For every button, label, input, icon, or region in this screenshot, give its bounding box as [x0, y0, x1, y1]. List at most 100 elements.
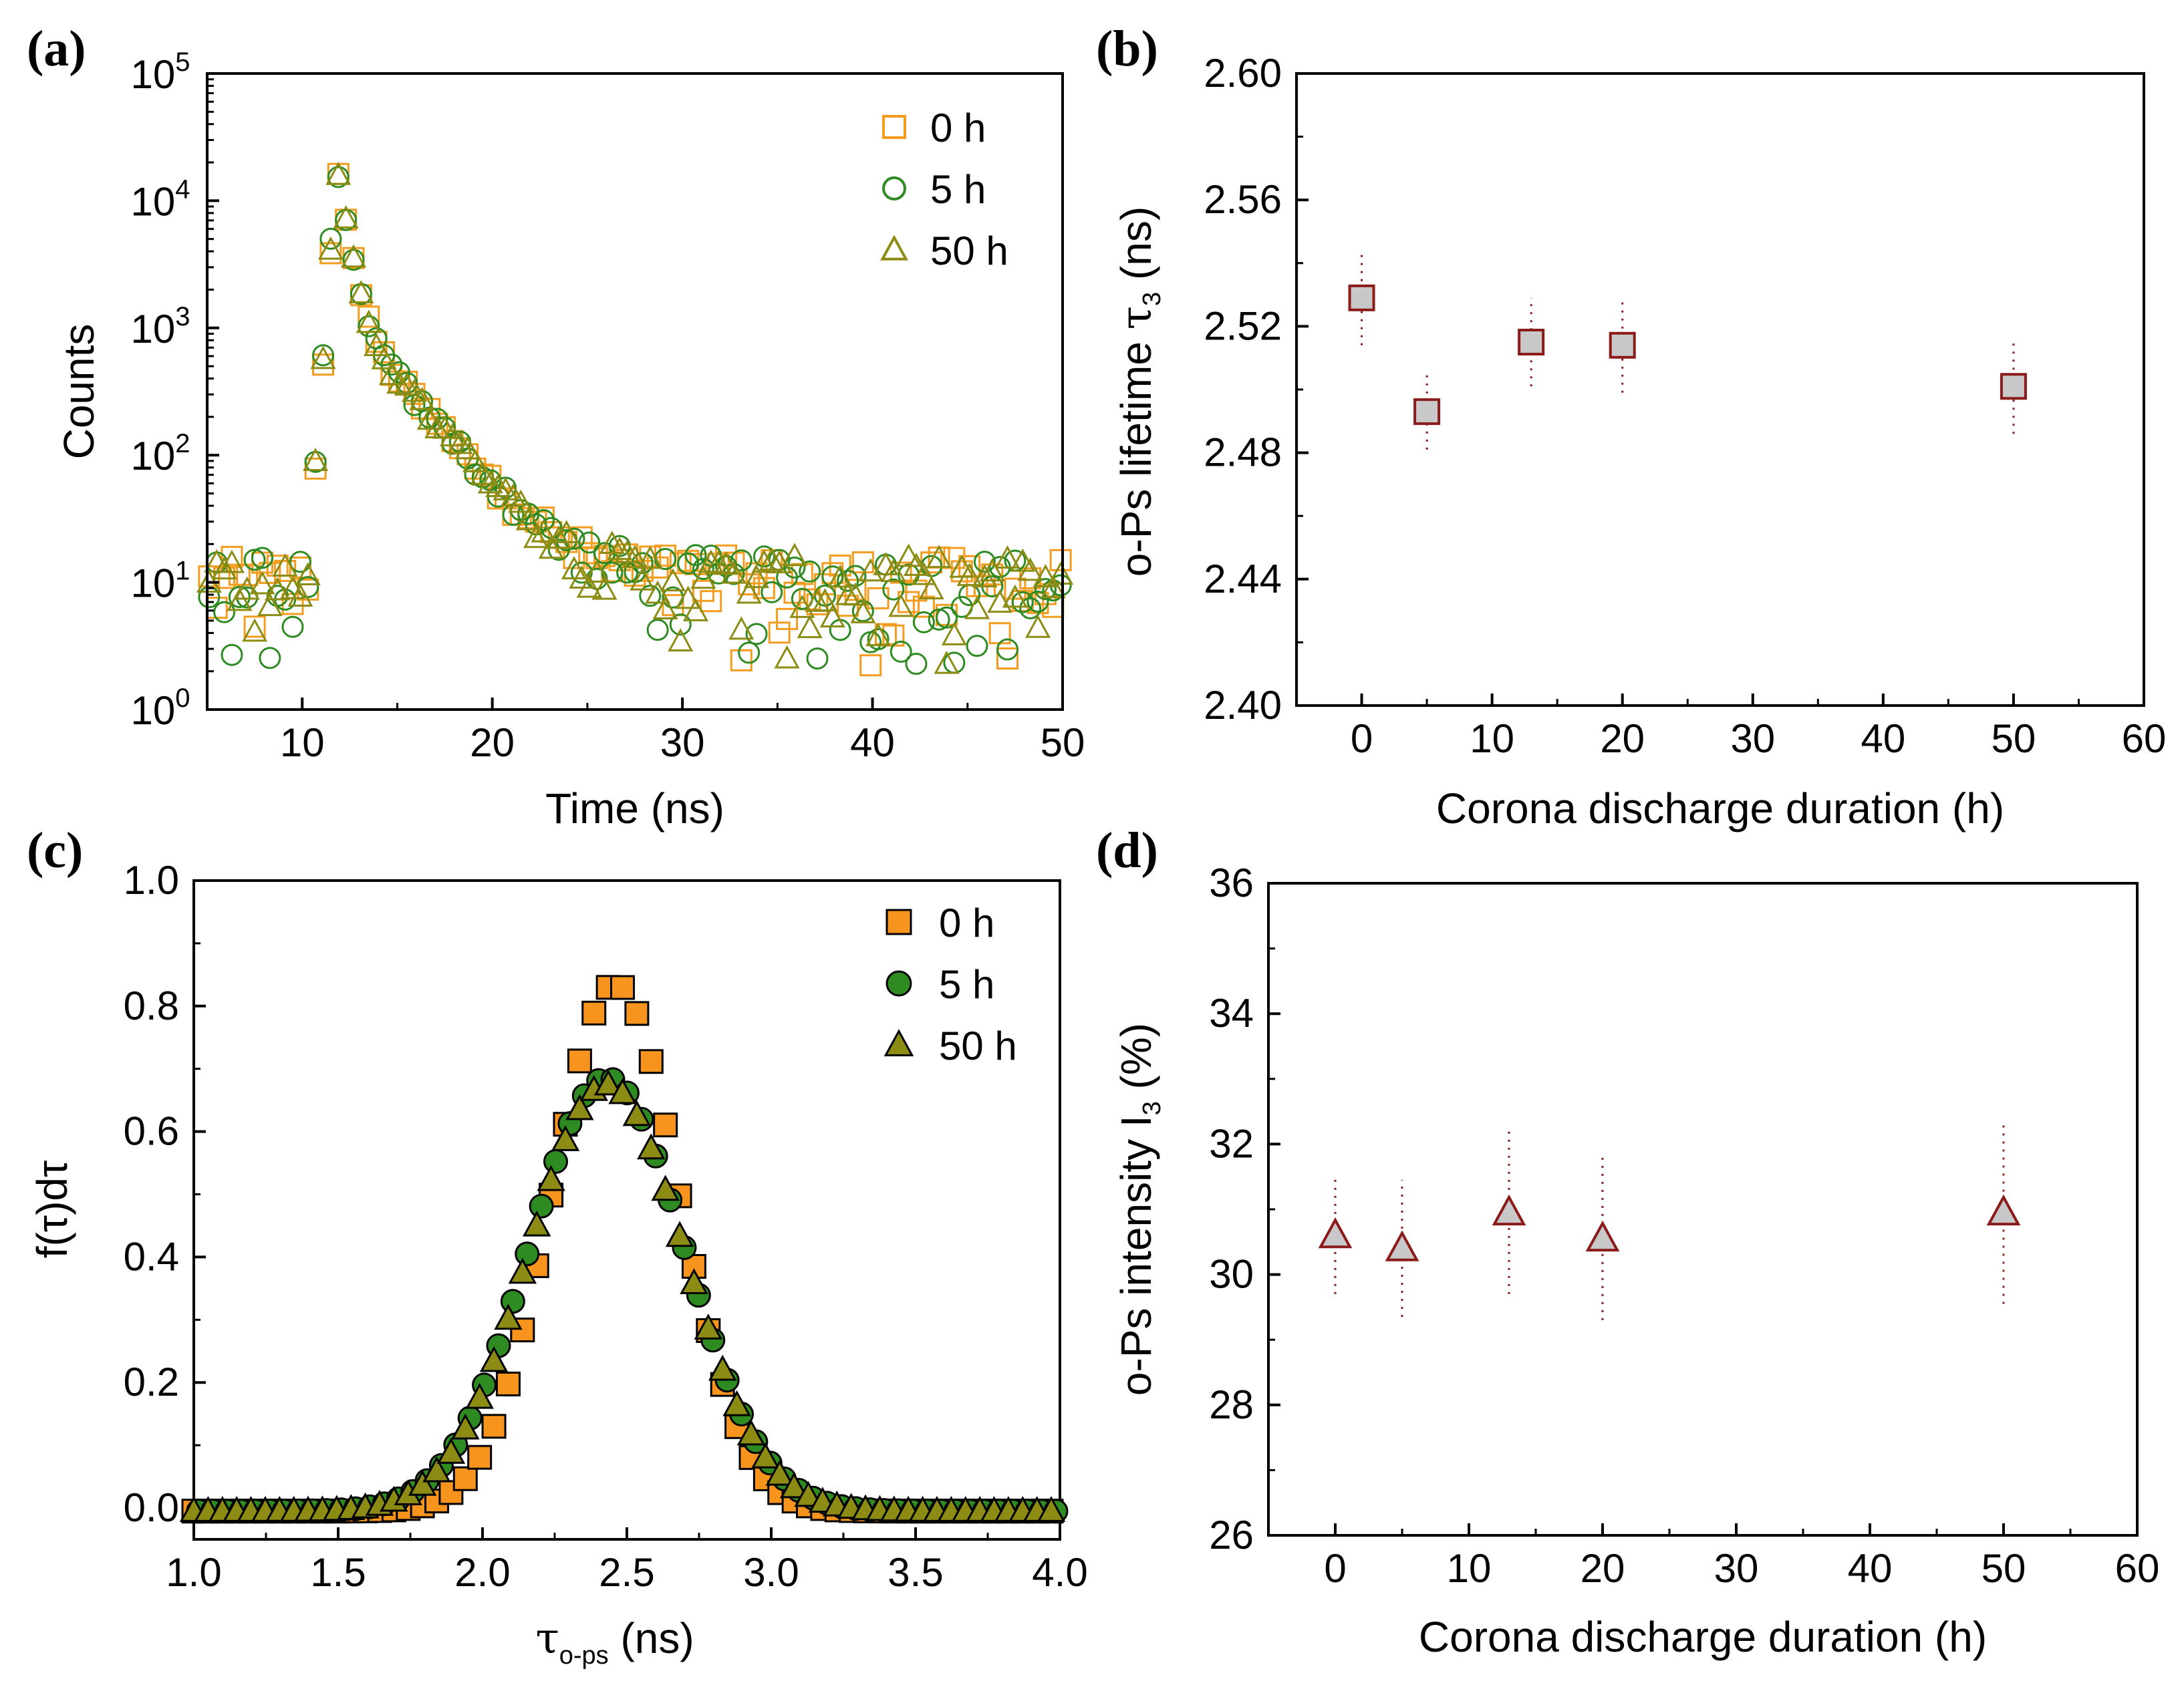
panel-c-series-1: [186, 1067, 1069, 1524]
panel-a-data-point: [570, 526, 593, 549]
panel-a-data-point: [416, 406, 442, 430]
panel-d-y-axis-title: o-Ps intensity I3 (%): [1112, 1023, 1166, 1396]
panel-b-y-tick-label: 2.44: [1204, 557, 1282, 601]
panel-d-x-tick-label: 50: [1982, 1546, 2026, 1591]
panel-c-y-tick-label: 1.0: [124, 858, 179, 903]
panel-a-data-point: [738, 573, 761, 596]
panel-c-legend-label: 0 h: [939, 901, 994, 945]
panel-a-y-tick-label: 105: [131, 47, 190, 97]
panel-d-data-point: [1585, 1220, 1620, 1252]
panel-a-data-point: [720, 560, 746, 584]
panel-c-data-point: [779, 1472, 809, 1499]
panel-b-axes: 0 10 20 30 40 50 60 2.40 2.44 2.48 2.52 2.56 2.60: [1204, 51, 2166, 761]
panel-a-data-point: [371, 345, 397, 369]
panel-a-data-point: [867, 628, 890, 651]
panel-a-data-point: [265, 577, 291, 601]
panel-b-x-tick-label: 10: [1470, 716, 1514, 761]
panel-a-data-point: [979, 558, 1005, 582]
panel-a-data-point: [639, 585, 662, 607]
panel-c-axes: 1.0 1.5 2.0 2.5 3.0 3.5 4.0 0.0 0.2 0.4 0.6 0.8 1.0: [124, 858, 1088, 1595]
panel-a-data-point: [454, 436, 481, 460]
panel-a-data-point: [829, 619, 851, 641]
panel-a-data-point: [1002, 584, 1028, 608]
panel-a-data-point: [243, 549, 266, 571]
panel-a-x-axis-title: Time (ns): [545, 784, 724, 832]
panel-d-data-marks: [1318, 1121, 2021, 1320]
panel-c-data-point: [479, 1346, 509, 1372]
panel-a-data-point: [935, 606, 958, 629]
panel-d-data-point: [1492, 1194, 1526, 1226]
panel-b-y-axis-title: o-Ps lifetime τ3 (ns): [1112, 206, 1166, 577]
panel-a-data-point: [546, 525, 572, 549]
panel-a-legend-label: 0 h: [930, 106, 986, 150]
panel-a-data-point: [319, 242, 342, 265]
panel-c-series-2: [179, 1069, 1066, 1522]
panel-a-y-tick-label: 100: [131, 683, 190, 733]
panel-c-x-tick-label: 1.5: [310, 1550, 366, 1595]
panel-a-data-point: [1017, 557, 1043, 581]
panel-a-data-point: [378, 361, 404, 386]
panel-a-data-point: [753, 545, 775, 568]
panel-a-data-point: [730, 549, 753, 572]
panel-a-legend: 0 h 5 h 50 h: [880, 106, 1008, 273]
panel-a-data-point: [865, 623, 892, 647]
panel-a-y-axis-title: Counts: [55, 324, 103, 460]
panel-c-data-point: [608, 1078, 637, 1104]
panel-a-data-point: [358, 305, 380, 328]
panel-a-data-point: [783, 556, 806, 579]
panel-c-data-point: [708, 1354, 737, 1381]
panel-a-data-point: [768, 621, 791, 644]
panel-a-legend-label: 50 h: [930, 228, 1008, 273]
panel-c-y-axis-title: f(τ)dτ: [28, 1161, 76, 1259]
panel-c-y-tick-label: 0.4: [124, 1234, 179, 1279]
panel-a-data-point: [880, 559, 906, 583]
panel-a-data-point: [994, 545, 1020, 569]
panel-c-y-tick-label: 0.6: [124, 1109, 179, 1154]
panel-a-data-point: [213, 601, 236, 623]
panel-a-data-point: [272, 553, 298, 577]
panel-a-data-point: [259, 647, 281, 669]
panel-a: (a) 10 20 30 40 50 100 101 102 103 104 105 0 h 5 h 5…: [27, 21, 1085, 832]
panel-c-data-point: [622, 1100, 652, 1126]
panel-a-data-point: [706, 549, 732, 573]
panel-a-y-tick-label: 103: [131, 302, 190, 351]
panel-a-data-point: [303, 448, 329, 471]
panel-c-data-point: [736, 1419, 766, 1446]
panel-a-data-point: [342, 249, 365, 271]
panel-b-y-tick-label: 2.40: [1204, 683, 1282, 728]
panel-c-data-point: [508, 1257, 537, 1284]
panel-a-data-point: [806, 647, 829, 670]
panel-a-data-point: [645, 580, 671, 604]
panel-a-data-point: [242, 618, 268, 642]
panel-d-data-point: [1385, 1230, 1419, 1261]
panel-b-x-axis-title: Corona discharge duration (h): [1436, 784, 2004, 832]
panel-a-data-point: [882, 578, 905, 601]
panel-b-y-tick-label: 2.52: [1204, 303, 1282, 348]
panel-a-data-point: [700, 590, 722, 613]
panel-b-data-point: [1413, 398, 1441, 426]
panel-a-data-point: [348, 280, 374, 304]
panel-a-data-point: [837, 595, 859, 617]
panel-a-data-point: [508, 489, 534, 513]
panel-a-data-point: [652, 596, 678, 619]
panel-c-data-point: [515, 1241, 540, 1267]
panel-a-letter: (a): [27, 21, 86, 77]
panel-a-data-point: [630, 567, 656, 591]
panel-c-data-point: [565, 1094, 594, 1120]
panel-a-data-point: [934, 650, 960, 674]
panel-a-data-point: [327, 166, 350, 188]
panel-c-data-point: [467, 1444, 493, 1470]
panel-a-data-point: [912, 611, 935, 633]
panel-d-x-tick-label: 60: [2115, 1546, 2160, 1591]
panel-d-letter: (d): [1096, 822, 1158, 879]
panel-a-data-point: [1049, 549, 1072, 571]
panel-c-legend: 0 h 5 h 50 h: [883, 901, 1017, 1068]
panel-a-y-tick-label: 102: [131, 429, 190, 478]
panel-a-data-point: [797, 615, 823, 639]
panel-a-data-point: [1025, 614, 1051, 638]
panel-c-data-point: [665, 1221, 694, 1247]
panel-c-data-point: [529, 1193, 554, 1219]
panel-c-data-point: [551, 1125, 580, 1151]
panel-b-x-tick-label: 30: [1730, 716, 1775, 761]
panel-a-data-point: [1033, 564, 1059, 587]
